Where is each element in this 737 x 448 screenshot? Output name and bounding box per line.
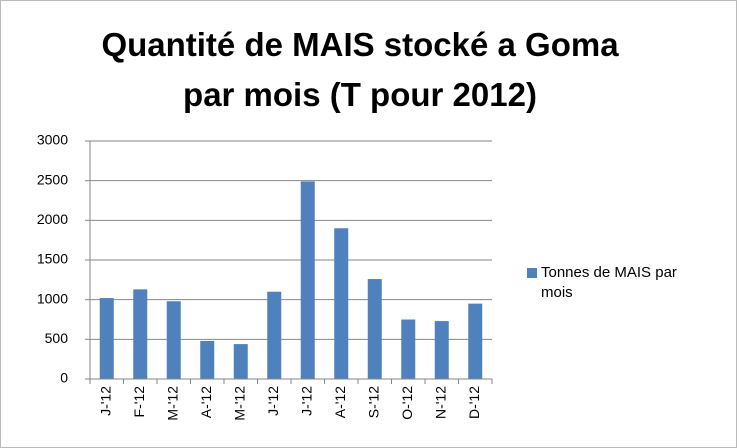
- x-tick-label: J-'12: [97, 386, 113, 416]
- bar: [233, 344, 248, 379]
- y-tick-label: 2500: [37, 171, 68, 187]
- legend-swatch: [527, 268, 537, 278]
- x-tick-label: N-'12: [432, 386, 448, 419]
- bar: [99, 298, 114, 379]
- bar: [166, 301, 181, 379]
- x-tick-label: D-'12: [466, 386, 482, 419]
- bar: [334, 228, 349, 379]
- chart-title: Quantité de MAIS stocké a Goma par mois …: [101, 26, 619, 113]
- bar: [434, 321, 449, 379]
- x-tick-label: A-'12: [198, 386, 214, 418]
- x-tick-label: O-'12: [399, 386, 415, 420]
- y-tick-label: 0: [60, 370, 68, 386]
- bar: [300, 181, 315, 379]
- bar: [267, 291, 282, 379]
- y-tick-label: 1000: [37, 290, 68, 306]
- y-tick-label: 1500: [37, 251, 68, 267]
- x-tick-label: M-'12: [231, 386, 247, 421]
- bar: [133, 289, 148, 379]
- x-tick-label: J-'12: [265, 386, 281, 416]
- x-tick-label: J-'12: [298, 386, 314, 416]
- bar: [468, 303, 483, 379]
- bar: [200, 340, 215, 379]
- legend-label: Tonnes de MAIS par mois: [541, 264, 677, 301]
- x-tick-label: S-'12: [365, 386, 381, 418]
- x-tick-label: F-'12: [131, 386, 147, 418]
- bar: [367, 279, 382, 379]
- bar: [401, 319, 416, 379]
- x-tick-label: A-'12: [332, 386, 348, 418]
- y-tick-label: 500: [45, 330, 69, 346]
- x-tick-label: M-'12: [164, 386, 180, 421]
- y-tick-label: 2000: [37, 211, 68, 227]
- legend: Tonnes de MAIS par mois: [527, 263, 707, 303]
- y-tick-label: 3000: [37, 132, 68, 148]
